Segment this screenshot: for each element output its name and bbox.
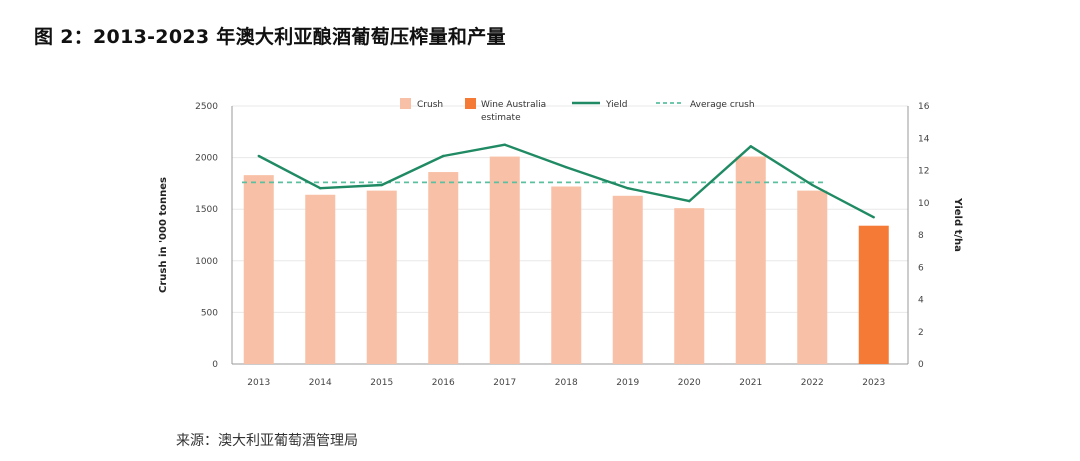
yield-point (872, 216, 875, 219)
x-tick-label: 2019 (616, 378, 639, 388)
legend-swatch-crush (400, 98, 411, 109)
y-right-tick-label: 6 (918, 263, 924, 273)
legend-label-average: Average crush (690, 100, 755, 110)
y-left-tick-label: 2500 (195, 102, 218, 112)
y-right-tick-label: 2 (918, 328, 924, 338)
y-left-axis-title: Crush in '000 tonnes (158, 177, 169, 293)
x-tick-label: 2013 (247, 378, 270, 388)
y-right-tick-label: 4 (918, 296, 924, 306)
legend-swatch-estimate (465, 98, 476, 109)
legend-label-yield: Yield (605, 100, 627, 110)
legend-label-crush: Crush (417, 100, 443, 110)
y-right-tick-label: 12 (918, 167, 929, 177)
x-tick-label: 2016 (432, 378, 455, 388)
yield-point (565, 166, 568, 169)
crush-bar (735, 156, 766, 364)
legend-label-estimate-line2: estimate (481, 113, 521, 123)
y-right-tick-label: 16 (918, 102, 930, 112)
yield-point (749, 145, 752, 148)
x-tick-label: 2020 (678, 378, 701, 388)
y-left-tick-label: 2000 (195, 154, 218, 164)
y-left-tick-label: 1500 (195, 205, 218, 215)
crush-bar (366, 190, 397, 364)
y-right-tick-label: 14 (918, 134, 930, 144)
crush-bar (612, 195, 643, 364)
crush-bar (797, 190, 828, 364)
figure-title: 图 2：2013-2023 年澳大利亚酿酒葡萄压榨量和产量 (34, 26, 506, 48)
yield-point (811, 183, 814, 187)
y-right-tick-label: 8 (918, 231, 924, 241)
x-tick-label: 2021 (739, 378, 762, 388)
x-tick-label: 2023 (862, 378, 885, 388)
y-right-axis-title: Yield t/ha (952, 197, 963, 252)
crush-bar (243, 175, 274, 364)
yield-point (503, 143, 506, 146)
y-right-tick-label: 10 (918, 199, 930, 209)
x-tick-label: 2022 (801, 378, 824, 388)
legend-label-estimate-line1: Wine Australia (481, 100, 546, 110)
x-tick-label: 2017 (493, 378, 516, 388)
source-note: 来源：澳大利亚葡萄酒管理局 (176, 433, 358, 449)
yield-point (257, 154, 260, 158)
yield-point (380, 183, 383, 187)
estimate-bar (858, 225, 889, 364)
crush-bar (428, 172, 459, 364)
y-right-tick-label: 0 (918, 360, 924, 370)
x-tick-label: 2015 (370, 378, 393, 388)
yield-point (626, 187, 629, 190)
yield-point (442, 154, 445, 158)
y-left-tick-label: 0 (212, 360, 218, 370)
y-left-tick-label: 500 (201, 308, 218, 318)
crush-bar (489, 156, 520, 364)
x-tick-label: 2014 (309, 378, 332, 388)
yield-point (688, 199, 691, 203)
x-tick-label: 2018 (555, 378, 578, 388)
yield-point (319, 187, 322, 190)
crush-bar (551, 186, 582, 364)
crush-bar (674, 208, 705, 364)
crush-bar (305, 194, 336, 364)
y-left-tick-label: 1000 (195, 257, 218, 267)
